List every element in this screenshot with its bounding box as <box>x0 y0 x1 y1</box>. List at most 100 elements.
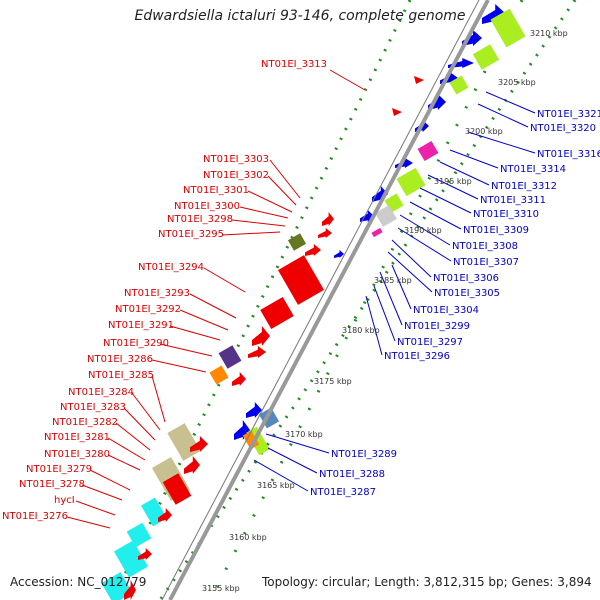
gene-block <box>113 540 149 578</box>
forward-gene-label: NT01EI_3314 <box>500 164 566 175</box>
scale-label: 3185 kbp <box>374 276 412 285</box>
scale-label: 3190 kbp <box>404 226 442 235</box>
reverse-gene-label: NT01EI_3292 <box>115 304 181 315</box>
leader-line <box>477 103 529 128</box>
reverse-gene-label: NT01EI_3293 <box>124 288 190 299</box>
leader-line <box>221 231 281 236</box>
leader-line <box>253 459 309 492</box>
leader-line <box>75 500 116 516</box>
reverse-gene-label: NT01EI_3290 <box>103 338 169 349</box>
gene-arrow <box>232 372 246 386</box>
forward-gene-label: NT01EI_3288 <box>319 469 385 480</box>
reverse-gene-label: NT01EI_3295 <box>158 229 224 240</box>
leader-line <box>379 271 403 326</box>
outer-tick-track <box>110 0 412 600</box>
leader-line <box>373 285 396 342</box>
leader-line <box>159 343 213 357</box>
leader-line <box>391 264 412 310</box>
scale-label: 3210 kbp <box>530 29 568 38</box>
gene-block <box>449 75 469 95</box>
gene-block <box>287 233 307 251</box>
scale-label: 3200 kbp <box>465 127 503 136</box>
reverse-gene-label: NT01EI_3283 <box>60 402 126 413</box>
accession-text: Accession: NC_012779 <box>10 575 147 589</box>
gene-block <box>260 296 294 330</box>
scale-label: 3165 kbp <box>257 481 295 490</box>
leader-layer <box>66 69 536 529</box>
gene-arrow <box>248 346 266 358</box>
gene-block <box>371 227 383 238</box>
map-title: Edwardsiella ictaluri 93-146, complete g… <box>134 8 466 24</box>
leader-line <box>151 359 207 373</box>
leader-line <box>231 219 286 227</box>
reverse-gene-label: hycI <box>54 495 75 506</box>
leader-line <box>485 91 536 114</box>
gene-arrow <box>322 212 334 226</box>
reverse-gene-label: NT01EI_3281 <box>44 432 110 443</box>
leader-line <box>399 214 451 246</box>
leader-line <box>365 295 383 356</box>
reverse-gene-label: NT01EI_3301 <box>183 185 249 196</box>
gene-block <box>209 365 229 385</box>
forward-gene-label: NT01EI_3299 <box>404 321 470 332</box>
backbone-layer <box>161 0 490 600</box>
gene-block <box>162 473 192 505</box>
gene-block <box>278 255 324 305</box>
reverse-gene-label: NT01EI_3279 <box>26 464 92 475</box>
gene-arrow <box>184 456 200 474</box>
backbone-line <box>161 0 480 600</box>
leader-line <box>269 159 301 199</box>
gene-arrow <box>414 76 424 84</box>
genome-summary-text: Topology: circular; Length: 3,812,315 bp… <box>262 575 592 589</box>
leader-line <box>123 407 156 441</box>
reverse-gene-label: NT01EI_3294 <box>138 262 204 273</box>
forward-gene-label: NT01EI_3304 <box>413 305 479 316</box>
leader-line <box>419 187 472 214</box>
leader-line <box>397 227 452 262</box>
scale-label: 3180 kbp <box>342 326 380 335</box>
reverse-gene-label: NT01EI_3313 <box>261 59 327 70</box>
forward-gene-label: NT01EI_3320 <box>530 123 596 134</box>
gene-arrow <box>252 326 270 346</box>
leader-line <box>179 309 229 331</box>
gene-arrow <box>190 436 208 452</box>
leader-line <box>89 469 131 491</box>
gene-arrow <box>318 228 332 238</box>
tick-layer <box>110 0 577 600</box>
reverse-gene-label: NT01EI_3278 <box>19 479 85 490</box>
leader-line <box>66 516 111 529</box>
scale-label: 3195 kbp <box>434 177 472 186</box>
gene-arrow <box>138 548 152 560</box>
reverse-gene-label: NT01EI_3298 <box>167 214 233 225</box>
reverse-gene-label: NT01EI_3284 <box>68 387 134 398</box>
reverse-gene-label: NT01EI_3303 <box>203 154 269 165</box>
gene-block <box>472 44 500 70</box>
scale-label: 3170 kbp <box>285 430 323 439</box>
forward-gene-label: NT01EI_3316 <box>537 149 600 160</box>
gene-layer <box>101 4 526 600</box>
reverse-gene-label: NT01EI_3280 <box>44 449 110 460</box>
leader-line <box>131 392 161 431</box>
gene-block <box>141 497 167 527</box>
gene-arrow <box>392 108 402 116</box>
leader-line <box>467 131 536 154</box>
leader-line <box>409 201 462 230</box>
forward-gene-label: NT01EI_3296 <box>384 351 450 362</box>
leader-line <box>203 267 246 293</box>
gene-block <box>396 167 426 197</box>
leader-line <box>267 175 297 206</box>
forward-gene-label: NT01EI_3311 <box>480 195 546 206</box>
leader-line <box>107 437 146 461</box>
leader-line <box>265 433 330 454</box>
reverse-gene-label: NT01EI_3302 <box>203 170 269 181</box>
forward-gene-label: NT01EI_3309 <box>463 225 529 236</box>
leader-line <box>107 454 141 471</box>
leader-line <box>151 375 166 423</box>
leader-line <box>115 422 151 451</box>
backbone-line <box>168 0 490 600</box>
gene-block <box>375 205 397 227</box>
leader-line <box>449 149 499 169</box>
reverse-gene-label: NT01EI_3291 <box>108 320 174 331</box>
gene-arrow <box>305 244 321 256</box>
